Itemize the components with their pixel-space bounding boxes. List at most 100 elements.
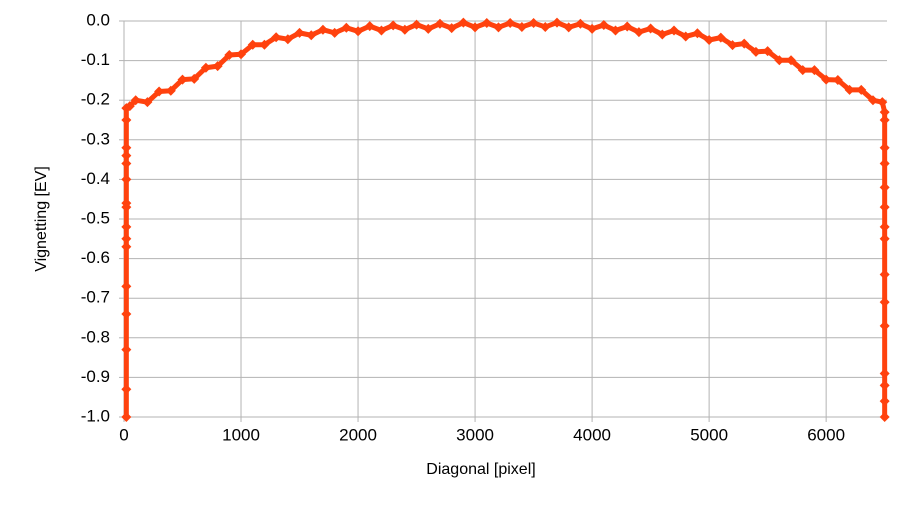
data-point <box>879 320 890 331</box>
data-point <box>121 142 132 153</box>
data-point <box>399 24 410 35</box>
data-point <box>121 233 132 244</box>
data-point <box>657 29 668 40</box>
data-point <box>121 174 132 185</box>
data-point <box>121 150 132 161</box>
data-point <box>306 30 317 41</box>
data-point <box>832 75 843 86</box>
x-axis-title: Diagonal [pixel] <box>426 461 535 478</box>
data-point <box>481 17 492 28</box>
data-point <box>715 32 726 43</box>
data-point <box>879 269 890 280</box>
y-tick-label: -0.9 <box>81 367 110 386</box>
data-point <box>121 158 132 169</box>
y-tick-label: -0.4 <box>81 169 110 188</box>
data-point <box>877 97 888 108</box>
y-tick-label: -1.0 <box>81 406 110 425</box>
data-point <box>879 142 890 153</box>
data-point <box>879 233 890 244</box>
data-point <box>739 38 750 49</box>
data-point <box>388 20 399 31</box>
data-point <box>121 412 132 422</box>
y-tick-label: -0.8 <box>81 327 110 346</box>
data-point <box>224 50 235 61</box>
data-point <box>680 31 691 42</box>
data-point <box>364 21 375 32</box>
y-tick-label: -0.5 <box>81 208 110 227</box>
data-point <box>247 39 258 50</box>
data-point <box>458 17 469 28</box>
data-point <box>879 396 890 407</box>
data-point <box>879 297 890 308</box>
data-point <box>189 73 200 84</box>
data-point <box>411 19 422 30</box>
x-tick-label: 4000 <box>573 425 611 444</box>
data-point <box>121 198 132 209</box>
data-point <box>563 22 574 33</box>
data-point <box>610 25 621 36</box>
data-point <box>516 21 527 32</box>
data-point <box>540 21 551 32</box>
data-point <box>121 344 132 355</box>
data-point <box>879 412 890 422</box>
data-point <box>551 17 562 28</box>
data-point <box>121 281 132 292</box>
data-point <box>821 74 832 85</box>
data-point <box>121 221 132 232</box>
data-point <box>750 46 761 57</box>
x-tick-label: 3000 <box>456 425 494 444</box>
data-point <box>587 23 598 34</box>
data-point <box>633 27 644 38</box>
data-point <box>434 18 445 29</box>
data-point <box>669 25 680 36</box>
data-point <box>692 28 703 39</box>
data-point <box>376 25 387 36</box>
data-point <box>121 241 132 252</box>
x-tick-label: 6000 <box>807 425 845 444</box>
data-point <box>879 158 890 169</box>
y-tick-label: -0.7 <box>81 288 110 307</box>
data-point <box>353 26 364 37</box>
data-point <box>294 27 305 38</box>
data-point <box>774 55 785 66</box>
data-point <box>121 309 132 320</box>
data-point <box>329 27 340 38</box>
data-point <box>423 23 434 34</box>
data-point <box>762 46 773 57</box>
y-tick-label: -0.6 <box>81 248 110 267</box>
data-point <box>165 85 176 96</box>
data-point <box>879 221 890 232</box>
data-point <box>121 384 132 395</box>
data-point <box>130 95 141 106</box>
data-point <box>177 74 188 85</box>
data-point <box>879 368 890 379</box>
data-point <box>879 380 890 391</box>
data-point <box>809 65 820 76</box>
data-point <box>879 202 890 213</box>
data-point <box>142 97 153 108</box>
data-point <box>317 24 328 35</box>
data-point <box>505 17 516 28</box>
x-tick-label: 2000 <box>339 425 377 444</box>
data-point <box>867 95 878 106</box>
data-point <box>200 62 211 73</box>
y-tick-label: -0.2 <box>81 90 110 109</box>
data-point <box>704 35 715 46</box>
data-point <box>124 101 135 112</box>
data-point <box>470 22 481 33</box>
data-point <box>879 115 890 125</box>
x-tick-label: 5000 <box>690 425 728 444</box>
data-point <box>844 84 855 95</box>
data-point <box>575 18 586 29</box>
data-point <box>879 107 890 118</box>
data-point <box>622 21 633 32</box>
data-point <box>341 22 352 33</box>
data-point <box>598 19 609 30</box>
data-point <box>645 23 656 34</box>
data-point <box>493 22 504 33</box>
y-axis-title: Vignetting [EV] <box>33 166 50 272</box>
x-tick-label: 1000 <box>222 425 260 444</box>
y-tick-label: -0.3 <box>81 129 110 148</box>
x-tick-label: 0 <box>119 425 128 444</box>
